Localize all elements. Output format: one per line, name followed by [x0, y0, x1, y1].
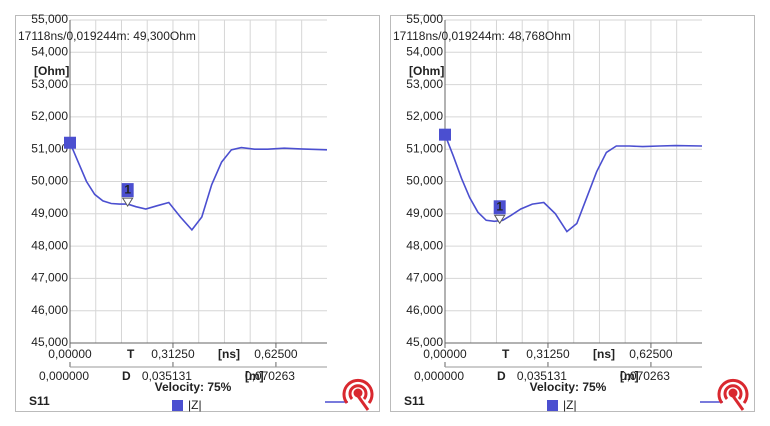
legend-label: |Z|: [188, 398, 202, 412]
logo-stem: [731, 395, 745, 411]
y-tick-label: 48,000: [406, 238, 443, 252]
x-unit: [ns]: [593, 347, 615, 361]
x-tick-label: 0,62500: [629, 347, 673, 361]
x2-axis-name: D: [122, 369, 131, 383]
readout-title: 17118ns/0,019244m: 49,300Ohm: [18, 29, 196, 43]
y-tick-label: 47,000: [406, 271, 443, 285]
logo-arc: [723, 384, 743, 400]
velocity: Velocity: 75%: [530, 380, 607, 394]
start-marker: [64, 136, 76, 149]
y-tick-label: 48,000: [31, 238, 68, 252]
marker-label: 1: [124, 182, 131, 196]
impedance-line: [444, 134, 703, 233]
y-tick-label: 52,000: [406, 109, 443, 123]
x-tick-label: 0,31250: [151, 347, 195, 361]
start-marker: [439, 128, 451, 141]
y-axis-label: [Ohm]: [34, 64, 69, 78]
y-axis-label: [Ohm]: [409, 64, 444, 78]
marker-label: 1: [496, 199, 503, 213]
x2-tick-label: 0,070263: [245, 369, 295, 383]
x-tick-label: 0,00000: [48, 347, 92, 361]
x-tick-label: 0,62500: [254, 347, 298, 361]
y-tick-label: 53,000: [31, 77, 68, 91]
x2-tick-label: 0,000000: [414, 369, 464, 383]
x-axis-name: T: [127, 347, 135, 361]
y-tick-label: 51,000: [406, 141, 443, 155]
y-tick-label: 45,000: [406, 335, 443, 349]
velocity: Velocity: 75%: [155, 380, 232, 394]
logo-arc: [342, 378, 374, 404]
x-axis-name: T: [502, 347, 510, 361]
x2-tick-label: 0,035131: [142, 369, 192, 383]
y-tick-label: 49,000: [31, 206, 68, 220]
x-tick-label: 0,00000: [423, 347, 467, 361]
x2-unit: [m]: [245, 369, 264, 383]
y-tick-label: 47,000: [31, 271, 68, 285]
marker-flag: [121, 183, 134, 198]
x2-tick-label: 0,035131: [517, 369, 567, 383]
x2-tick-label: 0,070263: [620, 369, 670, 383]
logo-arc: [348, 384, 368, 400]
y-tick-label: 53,000: [406, 77, 443, 91]
logo-dot: [353, 388, 363, 398]
y-tick-label: 54,000: [31, 44, 68, 58]
marker-pointer: [121, 197, 134, 208]
y-tick-label: 55,000: [31, 12, 68, 26]
x-unit: [ns]: [218, 347, 240, 361]
chart-panel: 45,000 46,000 47,000 48,000 49,000 50,000 51,0…: [390, 12, 755, 412]
x2-tick-label: 0,000000: [39, 369, 89, 383]
y-tick-label: 54,000: [406, 44, 443, 58]
x-tick-label: 0,31250: [526, 347, 570, 361]
marker-pointer: [493, 214, 506, 225]
chart-panel: 45,000 46,000 47,000 48,000 49,000 50,000 51,0…: [15, 12, 380, 412]
y-tick-label: 51,000: [31, 141, 68, 155]
y-tick-label: 46,000: [31, 303, 68, 317]
legend-swatch: [172, 400, 183, 411]
logo-stem: [356, 395, 370, 411]
y-tick-label: 52,000: [31, 109, 68, 123]
port-name: S11: [29, 394, 50, 408]
impedance-line: [69, 142, 328, 232]
x2-axis-name: D: [497, 369, 506, 383]
legend-label: |Z|: [563, 398, 577, 412]
x2-unit: [m]: [620, 369, 639, 383]
port-name: S11: [404, 394, 425, 408]
y-tick-label: 50,000: [406, 174, 443, 188]
y-tick-label: 50,000: [31, 174, 68, 188]
logo-dot: [728, 388, 738, 398]
logo: [342, 378, 374, 411]
readout-title: 17118ns/0,019244m: 48,768Ohm: [393, 29, 571, 43]
y-tick-label: 55,000: [406, 12, 443, 26]
y-tick-label: 49,000: [406, 206, 443, 220]
logo: [717, 378, 749, 411]
logo-arc: [717, 378, 749, 404]
y-tick-label: 46,000: [406, 303, 443, 317]
y-tick-label: 45,000: [31, 335, 68, 349]
marker-flag: [493, 200, 506, 215]
legend-swatch: [547, 400, 558, 411]
